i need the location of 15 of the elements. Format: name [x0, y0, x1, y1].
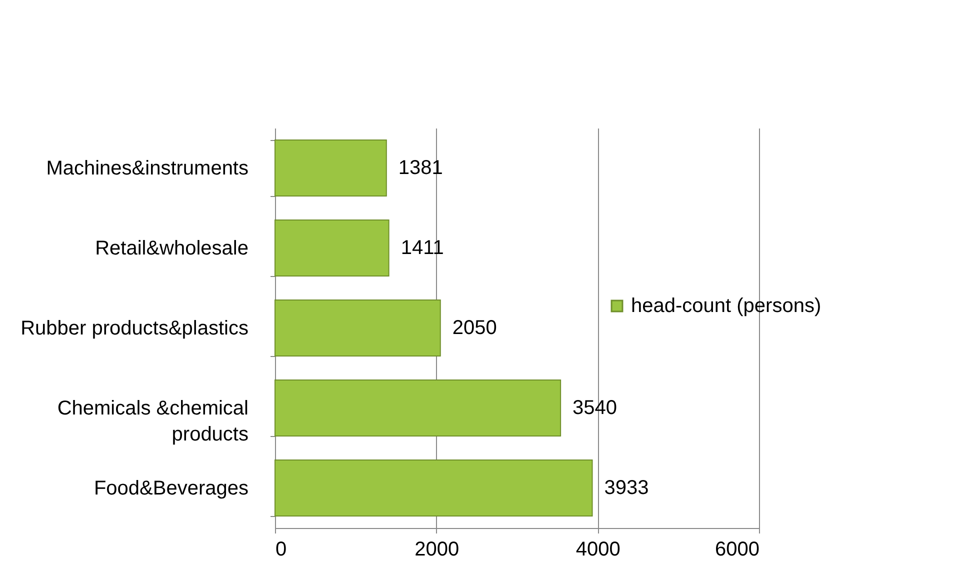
- x-tick-label: 0: [276, 538, 287, 560]
- y-tick-label: Retail&wholesale: [95, 238, 248, 260]
- y-tick-label: Machines&instruments: [46, 158, 248, 180]
- data-label: 1411: [400, 237, 444, 259]
- data-label: 3933: [604, 477, 649, 499]
- data-label: 1381: [398, 157, 443, 179]
- y-tick-label: Chemicals &chemical products: [57, 398, 248, 446]
- x-tick-label: 4000: [576, 538, 620, 560]
- y-tick-label: Rubber products&plastics: [20, 318, 248, 340]
- legend-label: head-count (persons): [631, 295, 822, 317]
- x-tick-label: 6000: [715, 538, 760, 560]
- data-label: 3540: [572, 397, 618, 419]
- y-tick-label: Food&Beverages: [94, 478, 248, 500]
- data-label: 2050: [452, 317, 497, 339]
- x-tick-label: 2000: [414, 538, 460, 560]
